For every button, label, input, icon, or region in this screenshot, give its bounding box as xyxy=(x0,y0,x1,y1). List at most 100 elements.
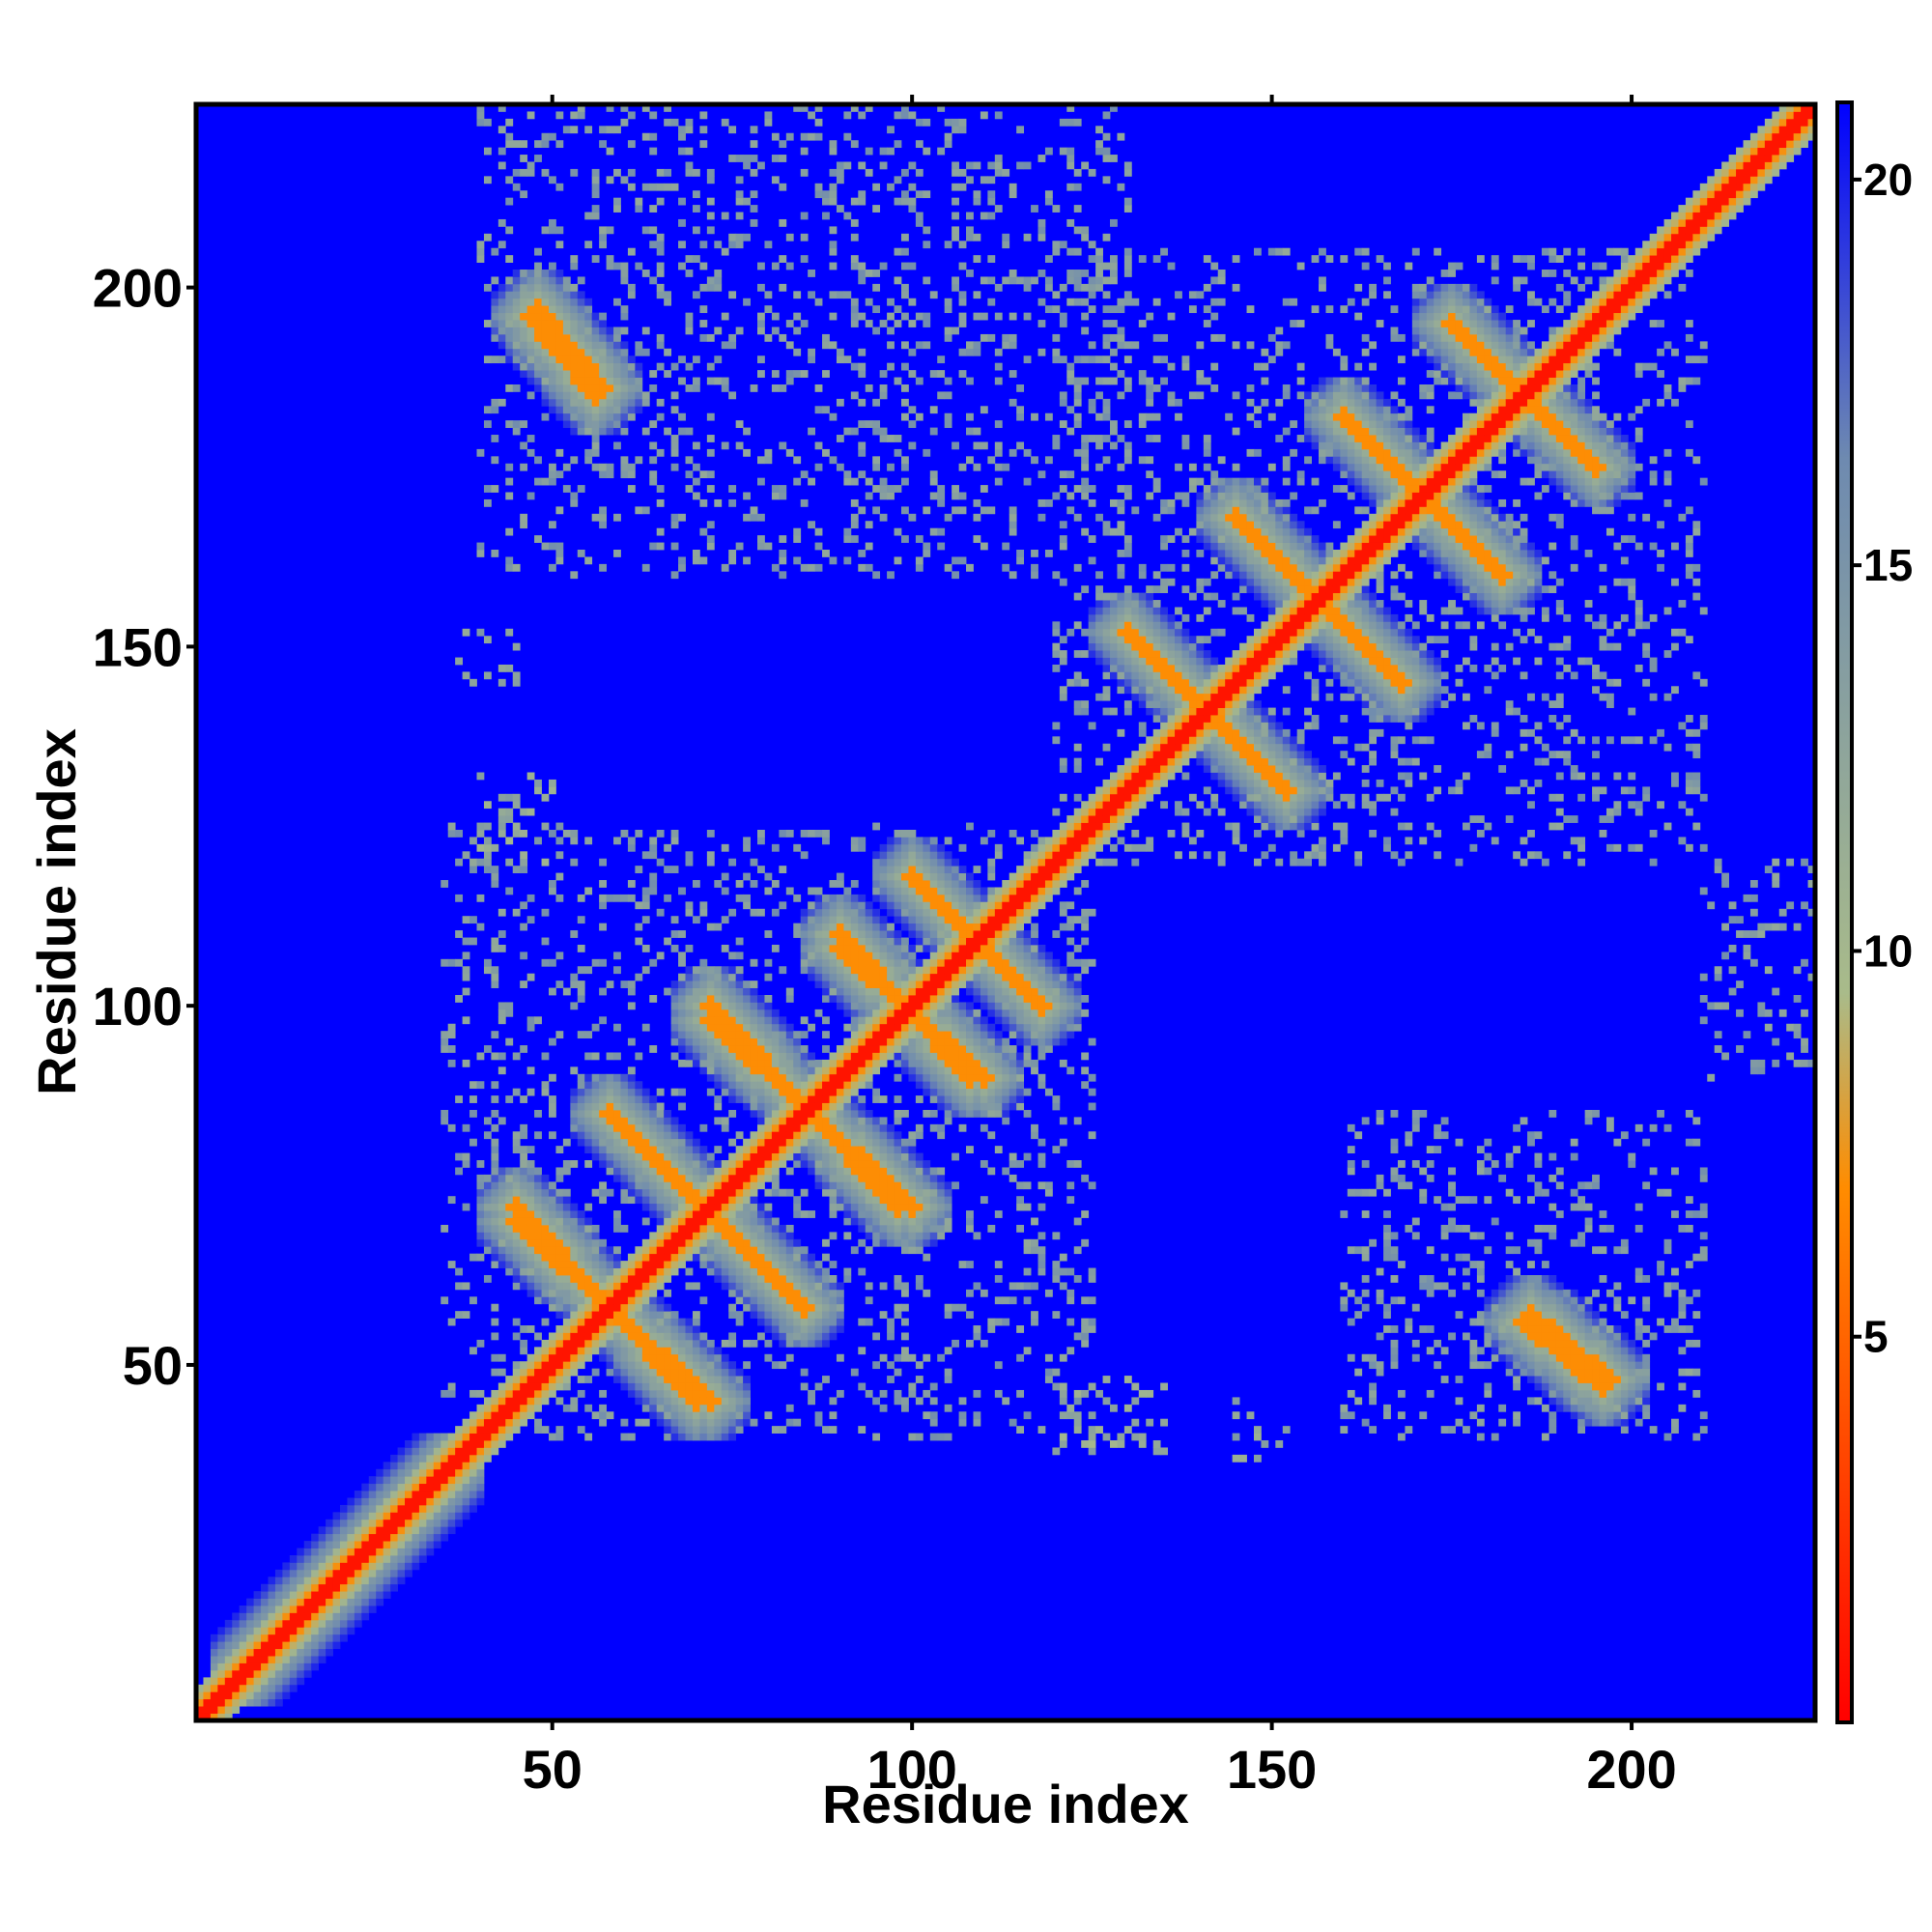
heatmap-cell xyxy=(800,966,809,975)
heatmap-cell xyxy=(476,772,485,781)
heatmap-cell xyxy=(303,1562,312,1571)
heatmap-cell xyxy=(641,916,650,924)
heatmap-cell xyxy=(649,1131,658,1140)
heatmap-cell xyxy=(915,1152,923,1161)
heatmap-cell xyxy=(894,1009,902,1017)
heatmap-cell xyxy=(368,1497,377,1506)
heatmap-cell xyxy=(526,377,535,385)
heatmap-cell xyxy=(520,341,528,350)
heatmap-cell xyxy=(915,1167,923,1176)
heatmap-cell xyxy=(217,1656,226,1663)
heatmap-cell xyxy=(656,1339,665,1348)
heatmap-cell xyxy=(397,1491,406,1498)
heatmap-cell xyxy=(721,1382,729,1391)
heatmap-cell xyxy=(405,1483,412,1492)
heatmap-cell xyxy=(274,1677,283,1686)
heatmap-cell xyxy=(656,398,665,407)
heatmap-cell xyxy=(929,1016,938,1025)
heatmap-cell xyxy=(555,226,564,235)
heatmap-cell xyxy=(706,176,715,185)
heatmap-cell xyxy=(735,1088,744,1096)
heatmap-cell xyxy=(641,132,650,141)
heatmap-cell xyxy=(584,320,593,327)
heatmap-cell xyxy=(541,312,550,321)
heatmap-cell xyxy=(721,1117,729,1125)
heatmap-cell xyxy=(318,1554,327,1563)
heatmap-cell xyxy=(800,1016,809,1025)
heatmap-cell xyxy=(562,1404,571,1412)
heatmap-cell xyxy=(462,1491,470,1498)
heatmap-cell xyxy=(779,1031,787,1039)
heatmap-cell xyxy=(714,1217,723,1226)
heatmap-cell xyxy=(721,1361,729,1370)
heatmap-cell xyxy=(376,1562,384,1571)
heatmap-cell xyxy=(908,1210,917,1218)
heatmap-cell xyxy=(900,952,909,960)
heatmap-cell xyxy=(606,1353,614,1362)
heatmap-cell xyxy=(706,197,715,206)
heatmap-cell xyxy=(641,1167,650,1176)
heatmap-cell xyxy=(526,435,535,442)
heatmap-cell xyxy=(735,1152,744,1161)
heatmap-cell xyxy=(447,1454,456,1463)
heatmap-cell xyxy=(808,973,816,981)
heatmap-cell xyxy=(613,1376,621,1383)
heatmap-cell xyxy=(641,183,650,191)
heatmap-cell xyxy=(728,1210,737,1218)
heatmap-cell xyxy=(649,1146,658,1153)
heatmap-cell xyxy=(491,247,499,256)
heatmap-cell xyxy=(649,851,658,860)
heatmap-cell xyxy=(491,1174,499,1182)
heatmap-cell xyxy=(923,312,931,321)
heatmap-cell xyxy=(635,1109,643,1118)
heatmap-cell xyxy=(297,1591,305,1599)
heatmap-cell xyxy=(779,1267,787,1276)
heatmap-cell xyxy=(289,1577,298,1585)
heatmap-cell xyxy=(808,1253,816,1262)
heatmap-cell xyxy=(483,837,492,845)
heatmap-cell xyxy=(779,1332,787,1341)
heatmap-cell xyxy=(699,1066,708,1075)
heatmap-cell xyxy=(908,513,917,522)
heatmap-cell xyxy=(599,521,607,529)
heatmap-cell xyxy=(591,205,600,213)
heatmap-cell xyxy=(900,412,909,421)
heatmap-cell xyxy=(469,1138,477,1147)
heatmap-cell xyxy=(311,1569,320,1577)
heatmap-cell xyxy=(714,377,723,385)
heatmap-cell xyxy=(836,1181,844,1190)
heatmap-cell xyxy=(635,1353,643,1362)
heatmap-cell xyxy=(858,370,867,378)
heatmap-cell xyxy=(541,858,550,867)
heatmap-cell xyxy=(685,1389,694,1398)
heatmap-cell xyxy=(274,1577,283,1585)
heatmap-cell xyxy=(923,1009,931,1017)
heatmap-cell xyxy=(822,1188,830,1197)
heatmap-cell xyxy=(714,880,723,888)
heatmap-cell xyxy=(455,1167,464,1176)
heatmap-cell xyxy=(635,1303,643,1312)
heatmap-cell xyxy=(865,298,873,306)
heatmap-cell xyxy=(635,829,643,838)
heatmap-cell xyxy=(706,1059,715,1067)
heatmap-cell xyxy=(584,1275,593,1283)
heatmap-cell xyxy=(685,161,694,170)
heatmap-cell xyxy=(850,995,859,1003)
heatmap-cell xyxy=(584,1146,593,1153)
heatmap-cell xyxy=(721,1426,729,1434)
heatmap-cell xyxy=(800,1160,809,1168)
heatmap-cell xyxy=(476,1462,485,1470)
heatmap-cell xyxy=(894,320,902,327)
heatmap-cell xyxy=(497,944,506,952)
heatmap-cell xyxy=(721,441,729,450)
heatmap-cell xyxy=(512,1426,521,1434)
heatmap-cell xyxy=(894,1167,902,1176)
heatmap-cell xyxy=(664,104,672,112)
heatmap-cell xyxy=(347,1605,355,1613)
heatmap-cell xyxy=(526,312,535,321)
heatmap-cell xyxy=(534,333,542,342)
heatmap-cell xyxy=(584,398,593,407)
heatmap-cell xyxy=(858,1238,867,1247)
heatmap-cell xyxy=(944,923,952,931)
heatmap-cell xyxy=(570,1397,579,1406)
